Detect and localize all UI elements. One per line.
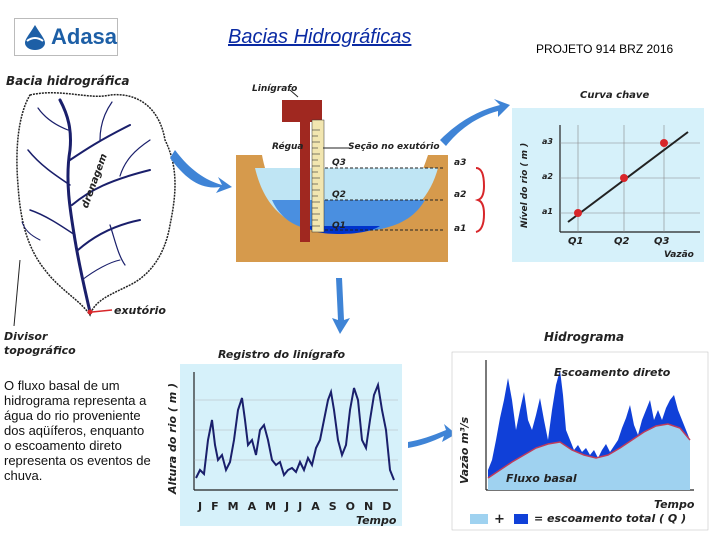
- month-tick: D: [382, 500, 401, 513]
- arrow-section-to-curve: [440, 99, 510, 146]
- logo-text: Adasa: [51, 24, 118, 49]
- legend-total-label: = escoamento total ( Q ): [534, 512, 687, 525]
- legend-swatch-direct: [514, 514, 528, 524]
- rating-xtick-q2: Q2: [614, 236, 630, 247]
- hydrograph-xlabel: Tempo: [654, 498, 695, 511]
- stage-record-ylabel: Altura do rio ( m ): [166, 382, 179, 494]
- ruler-label: Régua: [272, 142, 304, 152]
- level-label-a2: a2: [454, 190, 467, 200]
- flow-arrows: [170, 99, 510, 448]
- month-tick: N: [364, 500, 383, 513]
- month-tick: J: [285, 500, 299, 513]
- month-tick: F: [211, 500, 228, 513]
- rating-curve-xlabel: Vazão: [664, 250, 694, 260]
- water-drop-icon: [25, 25, 45, 50]
- page-title: Bacias Hidrográficas: [228, 26, 412, 48]
- arrow-section-to-record: [332, 278, 350, 334]
- basin-title: Bacia hidrográfica: [6, 74, 130, 88]
- rating-xtick-q3: Q3: [654, 236, 670, 247]
- stage-record-chart: [180, 364, 402, 526]
- adasa-logo: Adasa: [14, 18, 118, 56]
- basin-drawing: [13, 92, 176, 327]
- legend-swatch-baseflow: [470, 514, 488, 524]
- river-section: [236, 89, 486, 262]
- month-tick: S: [328, 500, 346, 513]
- rating-xtick-q1: Q1: [568, 236, 584, 247]
- explanation-text: O fluxo basal de um hidrograma represent…: [4, 378, 154, 483]
- stage-record-xlabel: Tempo: [356, 514, 397, 527]
- rating-ytick-a3: a3: [542, 137, 553, 146]
- rating-curve-title: Curva chave: [580, 90, 650, 101]
- flow-label-q1: Q1: [332, 221, 346, 231]
- outlet-label: exutório: [114, 304, 166, 317]
- stage-record-title: Registro do linígrafo: [218, 348, 346, 361]
- month-tick: M: [265, 500, 286, 513]
- hydrograph-ylabel: Vazão m³/s: [458, 416, 471, 484]
- rating-ytick-a1: a1: [542, 207, 553, 216]
- hydrograph-title: Hidrograma: [544, 330, 625, 344]
- baseflow-label: Fluxo basal: [506, 472, 577, 485]
- gauge-label: Linígrafo: [252, 84, 298, 94]
- rating-curve-ylabel: Nível do rio ( m ): [520, 142, 530, 228]
- divide-label-line-1: Divisor: [4, 330, 48, 343]
- month-tick: M: [227, 500, 248, 513]
- stage-record-months: JFMAMJJASOND: [198, 500, 400, 513]
- section-label: Seção no exutório: [348, 142, 440, 152]
- month-tick: J: [198, 500, 212, 513]
- legend-plus: +: [494, 512, 505, 527]
- month-tick: A: [311, 500, 329, 513]
- flow-label-q2: Q2: [332, 190, 346, 200]
- arrow-record-to-hydrograph: [408, 424, 456, 448]
- level-label-a1: a1: [454, 224, 467, 234]
- hydrograph-chart: [451, 351, 709, 531]
- divide-label-line-2: topográfico: [4, 344, 76, 357]
- month-tick: A: [247, 500, 266, 513]
- rating-curve-chart: [512, 108, 704, 262]
- flow-label-q3: Q3: [332, 158, 346, 168]
- arrow-basin-to-section: [170, 150, 232, 193]
- month-tick: O: [345, 500, 365, 513]
- month-tick: J: [298, 500, 312, 513]
- level-label-a3: a3: [454, 158, 467, 168]
- direct-runoff-label: Escoamento direto: [554, 366, 671, 379]
- divide-label: Divisor topográfico: [4, 330, 76, 358]
- project-label: PROJETO 914 BRZ 2016: [536, 42, 674, 56]
- rating-ytick-a2: a2: [542, 172, 553, 181]
